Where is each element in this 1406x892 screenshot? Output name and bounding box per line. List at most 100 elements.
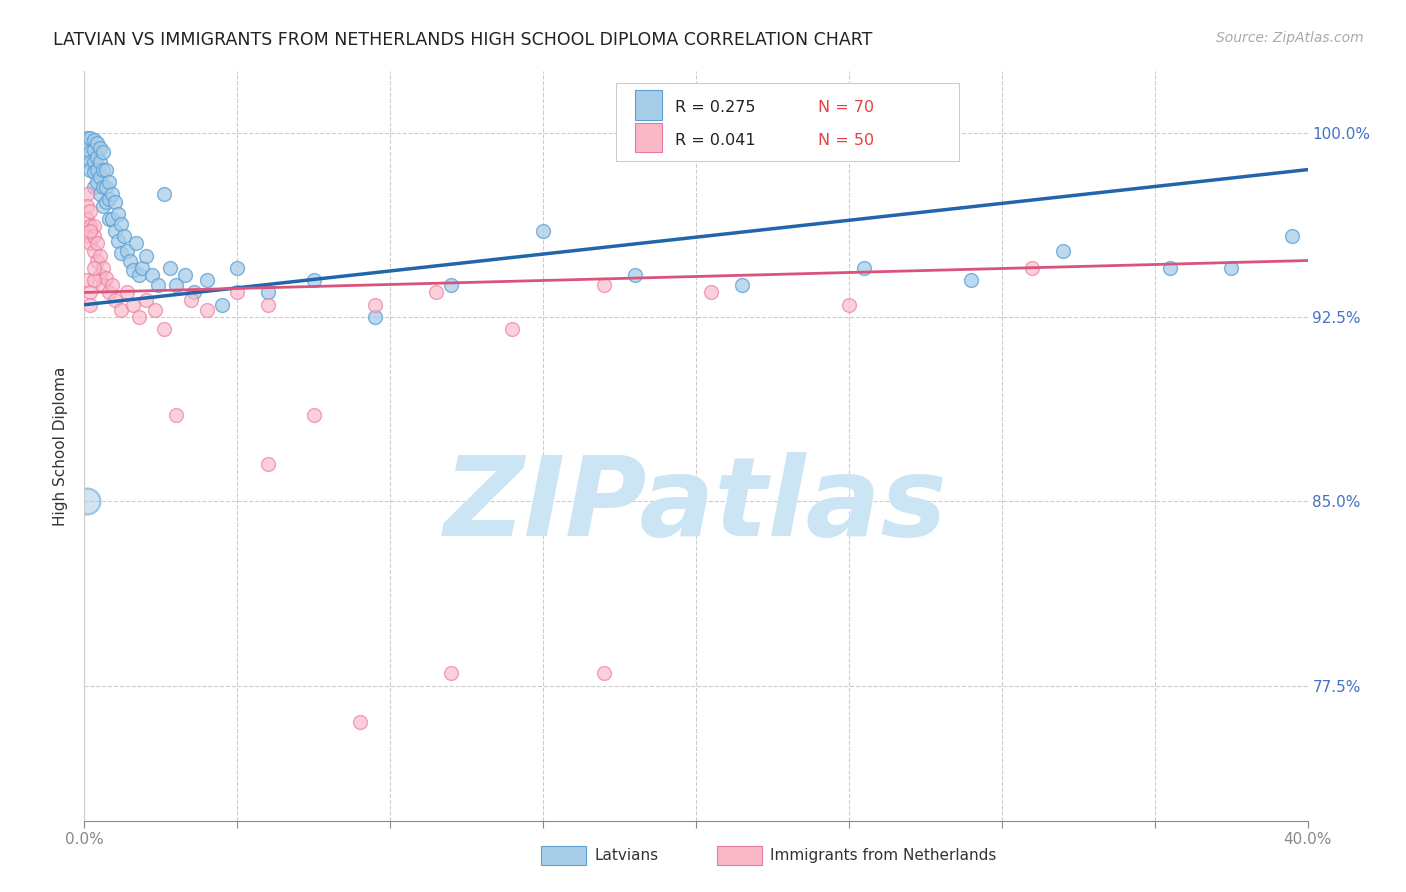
Point (76, 211, 98, 226)
Point (101, 211, 124, 226)
Point (79, 236, 101, 251)
Point (128, 310, 150, 324)
Point (122, 298, 145, 312)
Point (83, 219, 105, 234)
Point (195, 273, 218, 287)
Point (165, 278, 187, 293)
Point (125, 236, 148, 251)
Point (1220, 260, 1243, 275)
Point (531, 224, 554, 238)
Point (180, 293, 202, 307)
Point (94, 162, 117, 177)
Point (76, 229, 98, 244)
Point (83, 244, 105, 258)
Point (349, 715, 371, 730)
Point (76, 150, 98, 164)
Text: N = 50: N = 50 (818, 133, 875, 148)
Point (211, 298, 233, 312)
Point (257, 285, 280, 300)
Text: Latvians: Latvians (595, 848, 659, 863)
Point (83, 143, 105, 157)
Point (91, 278, 114, 293)
Point (153, 322, 176, 336)
FancyBboxPatch shape (636, 90, 662, 120)
Point (183, 285, 205, 300)
Point (110, 302, 132, 317)
Point (76, 130, 98, 145)
FancyBboxPatch shape (636, 122, 662, 153)
Point (86, 175, 108, 189)
Point (86, 150, 108, 164)
Point (115, 285, 138, 300)
Point (76, 494, 98, 508)
Point (86, 136, 108, 150)
Text: R = 0.041: R = 0.041 (675, 133, 756, 148)
Point (122, 263, 145, 277)
Point (86, 162, 108, 177)
Point (79, 204, 101, 219)
Text: R = 0.275: R = 0.275 (675, 100, 755, 115)
Point (302, 273, 325, 287)
Point (89, 268, 111, 283)
Point (83, 165, 105, 179)
Point (440, 666, 463, 681)
Point (94, 194, 117, 209)
Point (159, 260, 181, 275)
Point (91, 179, 114, 194)
Point (89, 169, 111, 184)
Point (79, 298, 101, 312)
Point (91, 260, 114, 275)
Point (97, 175, 120, 189)
Point (97, 211, 120, 226)
Point (86, 253, 108, 268)
Point (110, 246, 132, 260)
Point (440, 278, 463, 293)
Point (104, 224, 127, 238)
Point (128, 268, 150, 283)
Point (86, 236, 108, 251)
Point (101, 187, 124, 202)
Point (141, 268, 163, 283)
Point (76, 273, 98, 287)
Point (91, 199, 114, 213)
Point (79, 145, 101, 160)
Point (731, 278, 754, 293)
Point (76, 199, 98, 213)
Point (107, 234, 129, 248)
Text: Immigrants from Netherlands: Immigrants from Netherlands (770, 848, 997, 863)
Point (364, 298, 387, 312)
Point (79, 219, 101, 234)
Text: N = 70: N = 70 (818, 100, 875, 115)
Point (143, 302, 166, 317)
Point (83, 260, 105, 275)
Point (624, 268, 647, 283)
Point (104, 194, 127, 209)
Point (79, 155, 101, 169)
Text: Source: ZipAtlas.com: Source: ZipAtlas.com (1216, 31, 1364, 45)
Point (226, 285, 249, 300)
Point (89, 140, 111, 154)
Point (104, 293, 127, 307)
Y-axis label: High School Diploma: High School Diploma (53, 367, 69, 525)
Point (115, 244, 138, 258)
Point (1052, 244, 1074, 258)
Point (83, 273, 105, 287)
Point (83, 133, 105, 147)
Point (153, 187, 176, 202)
Point (112, 229, 135, 244)
Point (79, 224, 101, 238)
Point (1021, 260, 1043, 275)
Point (425, 285, 447, 300)
Point (131, 260, 153, 275)
Point (97, 192, 120, 206)
Point (960, 273, 983, 287)
Point (593, 278, 616, 293)
Point (364, 310, 387, 324)
Point (257, 298, 280, 312)
Point (1159, 260, 1181, 275)
Point (91, 145, 114, 160)
Point (146, 278, 169, 293)
Point (195, 302, 218, 317)
Point (79, 162, 101, 177)
Point (79, 285, 101, 300)
